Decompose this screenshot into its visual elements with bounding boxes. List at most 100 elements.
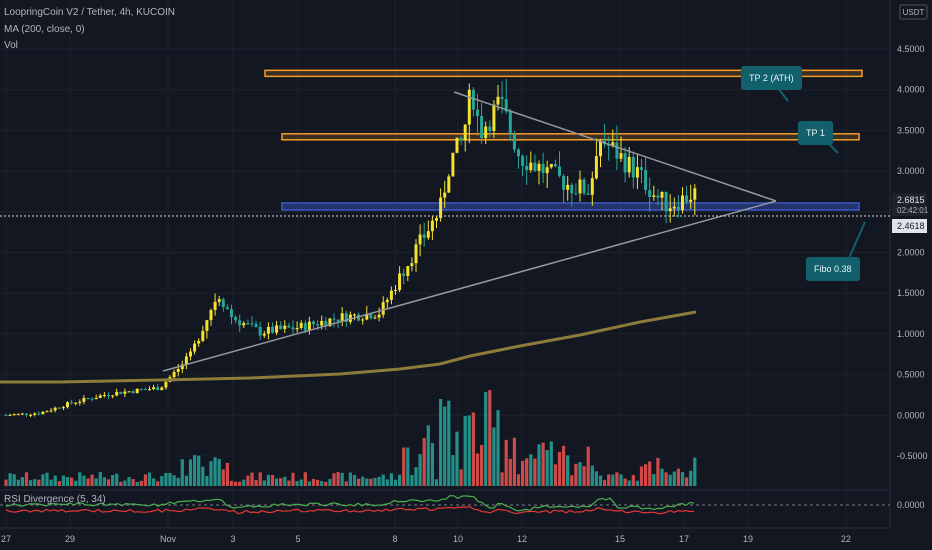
candle-body bbox=[98, 395, 102, 398]
volume-bar bbox=[254, 479, 258, 486]
volume-bar bbox=[541, 442, 545, 486]
volume-bar bbox=[590, 465, 594, 486]
volume-bar bbox=[656, 457, 660, 486]
time-tick-label: 27 bbox=[1, 534, 11, 544]
volume-bar bbox=[676, 468, 680, 486]
candle-body bbox=[389, 290, 393, 300]
volume-bar bbox=[344, 481, 348, 486]
volume-bar bbox=[225, 462, 229, 486]
candle-body bbox=[344, 313, 348, 322]
candle-body bbox=[652, 195, 656, 197]
volume-bar bbox=[508, 458, 512, 486]
candle-body bbox=[123, 391, 127, 394]
volume-bar bbox=[521, 460, 525, 486]
candle-body bbox=[623, 153, 627, 173]
volume-bar bbox=[537, 444, 541, 486]
volume-bar bbox=[357, 478, 361, 486]
volume-bar bbox=[160, 475, 164, 486]
volume-legend: Vol bbox=[4, 40, 18, 51]
candle-body bbox=[566, 184, 570, 190]
candle-body bbox=[459, 137, 463, 141]
candle-body bbox=[49, 410, 53, 412]
price-tick-label: 4.5000 bbox=[897, 44, 925, 54]
candle-body bbox=[467, 89, 471, 125]
volume-bar bbox=[545, 450, 549, 486]
volume-bar bbox=[422, 438, 426, 486]
candle-body bbox=[139, 388, 143, 390]
candle-body bbox=[197, 340, 201, 344]
callout-pointer bbox=[777, 87, 789, 102]
time-tick-label: Nov bbox=[160, 534, 177, 544]
volume-bar bbox=[201, 466, 205, 486]
candle-body bbox=[246, 323, 250, 325]
candle-body bbox=[205, 320, 209, 331]
candle-body bbox=[332, 318, 336, 320]
volume-bar bbox=[557, 451, 562, 486]
ma-legend: MA (200, close, 0) bbox=[4, 24, 85, 35]
volume-bar bbox=[24, 472, 29, 486]
volume-bar bbox=[332, 473, 336, 486]
candle-body bbox=[447, 176, 451, 193]
candle-body bbox=[541, 163, 545, 174]
candle-body bbox=[689, 199, 693, 203]
candle-body bbox=[668, 208, 672, 212]
candle-body bbox=[525, 165, 529, 171]
candle-body bbox=[217, 299, 221, 302]
rsi-legend: RSI Divergence (5, 34) bbox=[4, 494, 106, 505]
candle-body bbox=[78, 401, 82, 403]
rsi-slow-line bbox=[5, 506, 695, 515]
candle-body bbox=[209, 310, 213, 321]
volume-bar bbox=[98, 472, 102, 486]
candle-body bbox=[558, 166, 561, 176]
volume-bar bbox=[238, 481, 242, 486]
candle-body bbox=[693, 188, 697, 200]
volume-bar bbox=[45, 472, 49, 486]
candle-body bbox=[660, 191, 664, 198]
candle-body bbox=[398, 273, 402, 291]
volume-bar bbox=[639, 466, 644, 486]
volume-bar bbox=[336, 472, 340, 486]
volume-bar bbox=[172, 475, 176, 486]
countdown-label: 02:42:01 bbox=[897, 206, 929, 215]
candle-body bbox=[512, 133, 516, 150]
candle-body bbox=[33, 413, 37, 415]
candle-body bbox=[385, 299, 389, 303]
candle-body bbox=[422, 234, 426, 238]
volume-bar bbox=[410, 475, 414, 486]
volume-bar bbox=[250, 472, 254, 486]
candle-body bbox=[250, 323, 254, 325]
candle-body bbox=[681, 195, 684, 211]
volume-bar bbox=[623, 478, 627, 486]
volume-bar bbox=[242, 479, 246, 486]
time-tick-label: 10 bbox=[453, 534, 463, 544]
volume-bar bbox=[246, 475, 250, 486]
volume-bar bbox=[209, 461, 213, 486]
callout-fibo[interactable]: Fibo 0.38 bbox=[806, 257, 860, 281]
callout-tp2[interactable]: TP 2 (ATH) bbox=[741, 66, 802, 90]
volume-bar bbox=[16, 479, 20, 486]
price-tick-label: 0.0000 bbox=[897, 410, 925, 420]
line-price-box bbox=[892, 219, 927, 233]
volume-bar bbox=[443, 406, 447, 486]
candle-body bbox=[61, 407, 65, 409]
candle-body bbox=[361, 319, 365, 321]
volume-bar bbox=[57, 481, 61, 486]
candle-body bbox=[656, 195, 660, 198]
callout-tp1[interactable]: TP 1 bbox=[798, 121, 833, 145]
fibo-zone bbox=[281, 202, 860, 211]
time-tick-label: 15 bbox=[615, 534, 625, 544]
time-tick-label: 5 bbox=[295, 534, 300, 544]
volume-bar bbox=[471, 412, 475, 486]
candle-body bbox=[90, 398, 94, 400]
candle-body bbox=[353, 314, 356, 316]
volume-bar bbox=[316, 479, 320, 486]
candle-body bbox=[57, 407, 61, 409]
candle-body bbox=[480, 115, 484, 139]
candle-body bbox=[230, 309, 233, 317]
candle-body bbox=[4, 414, 8, 416]
candle-body bbox=[291, 327, 295, 330]
volume-bar bbox=[426, 425, 430, 486]
volume-bar bbox=[147, 472, 152, 486]
candle-body bbox=[86, 398, 90, 400]
